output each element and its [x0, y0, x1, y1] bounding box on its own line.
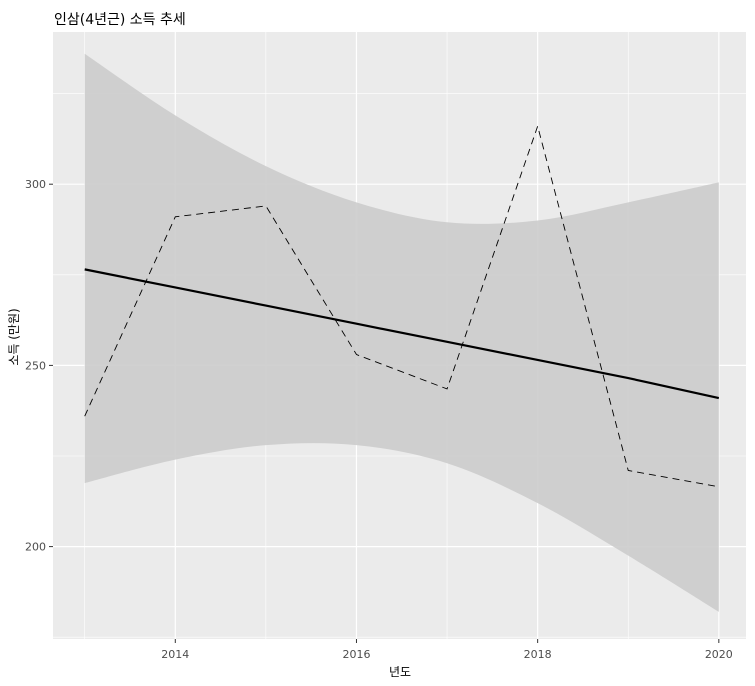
- y-axis-title: 소득 (만원): [7, 308, 21, 365]
- x-axis-ticks: 2014 2016 2018 2020: [161, 639, 733, 661]
- observed-series-line: [84, 124, 719, 488]
- x-tick-label: 2014: [161, 648, 189, 661]
- x-tick-label: 2016: [342, 648, 370, 661]
- y-axis-ticks: 200 250 300: [25, 178, 53, 554]
- x-tick-label: 2018: [524, 648, 552, 661]
- trend-line: [84, 268, 720, 400]
- y-tick-label: 250: [25, 359, 46, 372]
- x-axis-title: 년도: [389, 665, 411, 679]
- y-tick-label: 200: [25, 541, 46, 554]
- y-tick-label: 300: [25, 178, 46, 191]
- x-tick-label: 2020: [705, 648, 733, 661]
- chart-title: 인삼(4년근) 소득 추세: [54, 12, 186, 28]
